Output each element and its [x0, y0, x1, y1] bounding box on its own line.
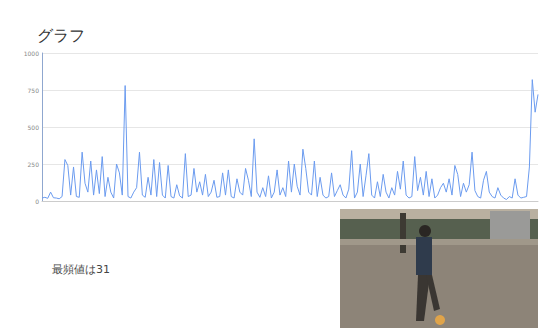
- svg-text:1000: 1000: [24, 50, 39, 57]
- svg-text:0: 0: [35, 198, 39, 205]
- svg-text:750: 750: [28, 87, 40, 94]
- svg-text:グラフ: グラフ: [37, 26, 85, 45]
- svg-text:250: 250: [28, 161, 40, 168]
- svg-text:500: 500: [28, 124, 40, 131]
- svg-text:最頻値は31: 最頻値は31: [52, 263, 110, 276]
